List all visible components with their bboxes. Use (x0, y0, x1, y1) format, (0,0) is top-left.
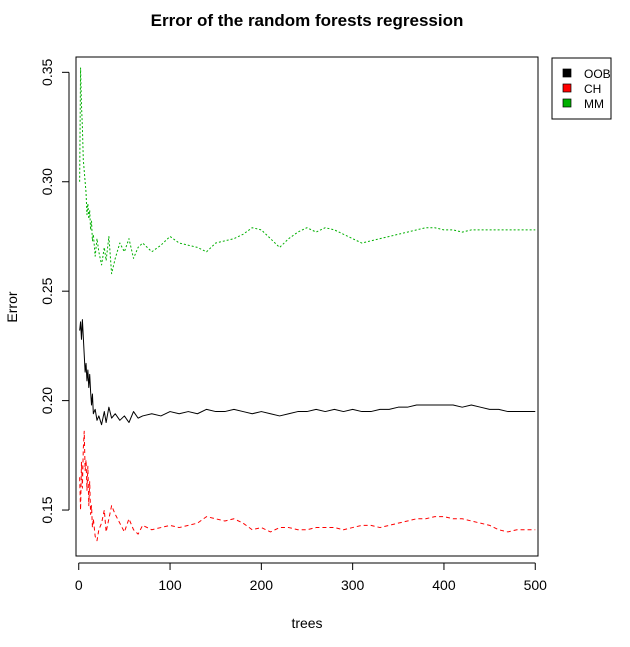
legend-swatch-ch (562, 83, 572, 93)
legend-box (551, 57, 612, 120)
legend-label-ch: CH (584, 82, 601, 96)
series-line-oob (79, 319, 536, 426)
y-tick-label: 0.30 (39, 168, 55, 195)
plot-frame (75, 56, 539, 557)
x-tick-label: 500 (524, 577, 548, 593)
series-line-ch (79, 430, 536, 542)
y-tick-label: 0.35 (39, 58, 55, 85)
chart-title: Error of the random forests regression (151, 11, 464, 30)
y-tick-label: 0.20 (39, 387, 55, 414)
series-layer (79, 67, 536, 542)
x-axis-label: trees (291, 615, 322, 631)
x-tick-label: 300 (341, 577, 365, 593)
x-tick-label: 400 (432, 577, 456, 593)
legend-swatch-mm (562, 98, 572, 108)
legend-label-mm: MM (584, 97, 604, 111)
x-tick-label: 200 (250, 577, 274, 593)
legend-swatch-oob (562, 68, 572, 78)
x-tick-label: 0 (75, 577, 83, 593)
series-line-mm (79, 67, 536, 275)
y-axis-label: Error (4, 291, 20, 322)
y-tick-label: 0.15 (39, 496, 55, 523)
x-tick-label: 100 (158, 577, 182, 593)
y-tick-label: 0.25 (39, 277, 55, 304)
legend-label-oob: OOB (584, 67, 611, 81)
axes-layer: 0 100 200 300 400 500 0.15 0.20 0.25 0.30 0.35 (39, 58, 547, 593)
